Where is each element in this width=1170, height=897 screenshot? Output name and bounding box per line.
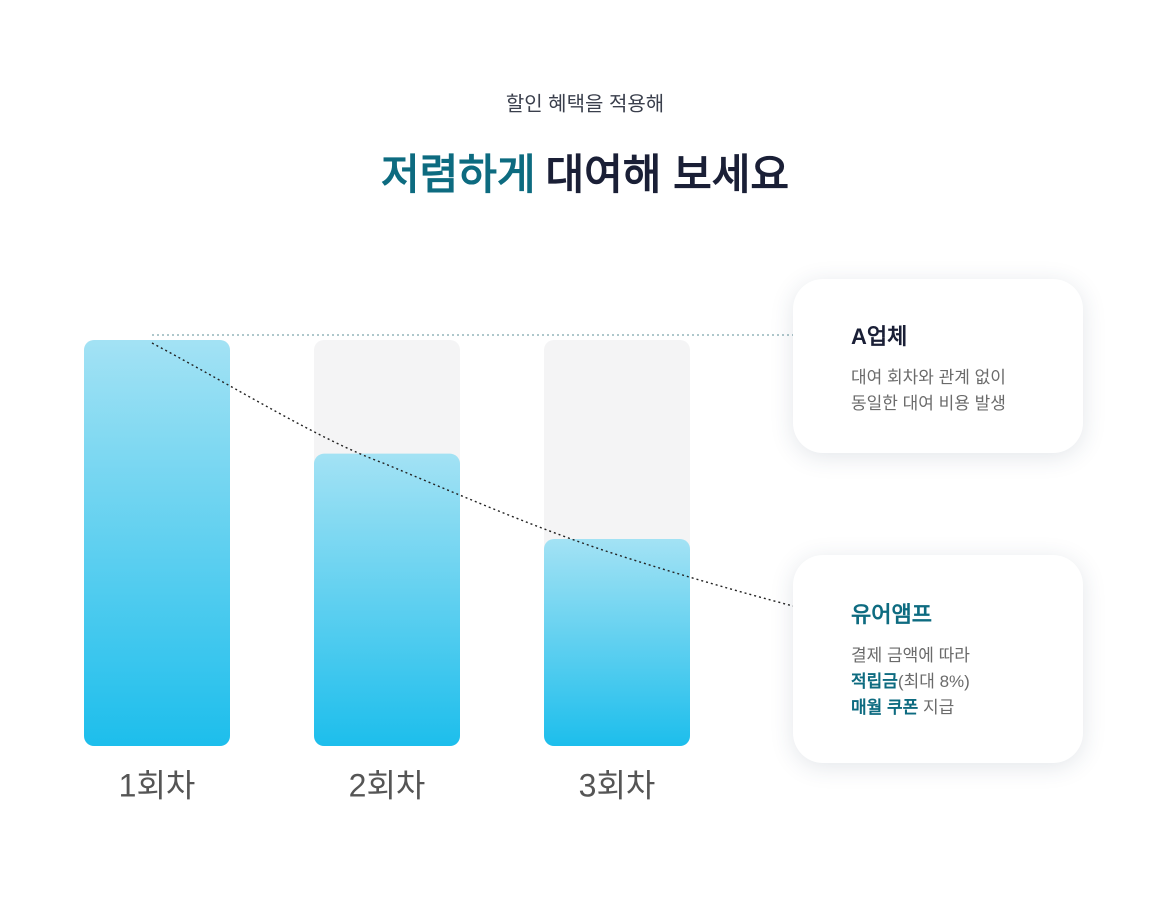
card-line: 대여 회차와 관계 없이 [851, 365, 1083, 391]
emphasis-text: 적립금 [851, 672, 898, 691]
x-tick-label: 3회차 [579, 767, 656, 803]
text: 동일한 대여 비용 발생 [851, 394, 1006, 413]
card-title: 유어앰프 [851, 602, 932, 627]
card-title: A업체 [851, 324, 908, 349]
bar [544, 538, 690, 746]
title: 저렴하게 대여해 보세요 [381, 151, 789, 198]
text: (최대 8%) [897, 672, 970, 691]
bars: 1회차 2회차 3회차 [84, 340, 690, 803]
bar [314, 453, 460, 746]
text: 결제 금액에 따라 [851, 646, 970, 665]
x-tick-label: 2회차 [349, 767, 426, 803]
bar [84, 340, 230, 746]
x-tick-label: 1회차 [119, 767, 196, 803]
card-line: 동일한 대여 비용 발생 [851, 391, 1083, 417]
title-rest: 대여해 보세요 [546, 151, 790, 198]
text: 대여 회차와 관계 없이 [851, 368, 1006, 387]
trend-curve [151, 342, 794, 607]
card: 유어앰프 결제 금액에 따라 적립금(최대 8%) 매월 쿠폰 지급 [793, 555, 1083, 763]
subtitle: 할인 혜택을 적용해 [506, 92, 664, 115]
card-line: 결제 금액에 따라 [851, 643, 1083, 669]
emphasis-text: 매월 쿠폰 [851, 698, 919, 717]
title-highlight: 저렴하게 [381, 151, 536, 198]
text: 지급 [918, 698, 955, 717]
card-line: 적립금(최대 8%) [851, 669, 1083, 695]
card-line: 매월 쿠폰 지급 [851, 695, 1083, 721]
